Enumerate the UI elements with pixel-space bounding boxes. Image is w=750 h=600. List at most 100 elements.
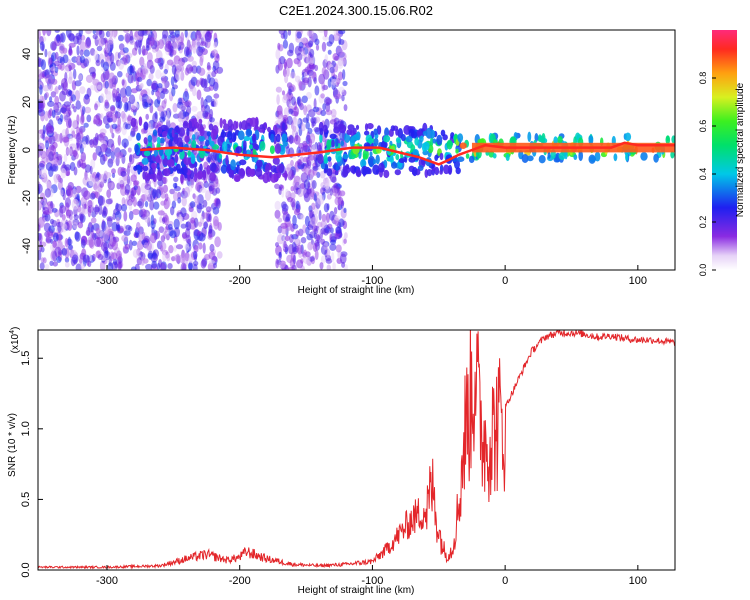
spectrogram-cell [42, 85, 50, 92]
spectrogram-cells [38, 30, 675, 270]
spectrogram-cell [64, 66, 70, 74]
colorbar-ticks: 0.0 0.2 0.4 0.6 0.8 [698, 72, 716, 276]
spectrogram-cell [184, 30, 188, 38]
spectrogram-cell [246, 168, 252, 175]
spectrogram-cell [121, 113, 127, 123]
spectrogram-cell [184, 186, 191, 198]
spectrogram-cell [349, 129, 355, 136]
spectrogram-cell [140, 208, 147, 218]
spectrogram-cell [58, 33, 64, 43]
spectrogram-cell [143, 242, 149, 249]
spectrogram-cell [160, 235, 166, 243]
spectrogram-cell [313, 98, 317, 110]
spectrogram-cell [323, 154, 328, 164]
spectrogram-cell [200, 41, 207, 47]
spectrogram-cell [93, 206, 101, 213]
spectrogram-cell [434, 154, 439, 161]
spectrogram-cell [191, 134, 196, 141]
spectrogram-cell [335, 151, 342, 163]
spectrogram-cell [183, 168, 188, 175]
spectrogram-cell [274, 183, 280, 189]
spectrogram-cell [557, 135, 563, 144]
spectrogram-cell [192, 263, 198, 270]
spectrogram-cell [306, 131, 311, 143]
spectrogram-cell [38, 200, 41, 211]
spectrogram-cell [281, 133, 288, 143]
spectrogram-cell [319, 262, 324, 270]
spectrogram-cell [313, 232, 317, 240]
spectrogram-cell [54, 51, 59, 60]
spectrogram-cell [54, 66, 59, 74]
spectrogram-cell [173, 176, 179, 182]
spectrogram-cell [51, 220, 57, 227]
spectrogram-cell [70, 94, 76, 102]
spectrogram-cell [191, 139, 197, 150]
spectrogram-cell [74, 80, 82, 87]
spectrogram-cell [342, 80, 348, 87]
spectrogram-cell [613, 153, 618, 162]
spectrogram-cell [285, 188, 289, 196]
spectrogram-cell [77, 221, 84, 229]
spectrogram-cell [96, 45, 103, 52]
spectrogram-cell [175, 244, 184, 250]
spectrogram-cell [300, 123, 306, 132]
spectrogram-cell [150, 214, 155, 226]
spectrogram-cell [198, 118, 203, 124]
spectrogram-cell [85, 37, 92, 49]
spectrogram-cell [364, 130, 370, 136]
spectrogram-cell [297, 96, 302, 107]
spectrogram-cell [373, 128, 379, 136]
spectrogram-cell [297, 159, 302, 166]
spectrogram-cell [272, 156, 280, 165]
spectrogram-cell [173, 218, 180, 230]
spectrogram-cell [317, 153, 324, 165]
snr-x-tick-label: 0 [502, 575, 508, 587]
spectrogram-cell [86, 226, 91, 237]
spectrogram-cell [71, 198, 80, 210]
spectrogram-cell [88, 177, 96, 187]
spectrogram-cell [284, 170, 288, 181]
spectrogram-cell [54, 86, 59, 95]
spectrogram-cell [88, 237, 95, 248]
spectrogram-cell [291, 96, 296, 106]
spectrogram-cell [187, 55, 194, 62]
spectrogram-cell [278, 30, 286, 35]
spectrogram-cell [192, 250, 198, 260]
spectrogram-cell [99, 30, 105, 39]
spectrogram-cell [38, 183, 43, 194]
spectrogram-cell [115, 202, 119, 210]
spectrogram-cell [40, 168, 47, 178]
spectrogram-cell [173, 126, 181, 135]
spectrogram-cell [328, 160, 332, 168]
spectrogram-cell [196, 46, 204, 57]
spectrogram-cell [284, 246, 288, 255]
spectrogram-cell [282, 39, 288, 49]
spectrogram-cell [398, 158, 406, 164]
spectrogram-cell [209, 162, 217, 172]
snr-x-tick-label: -200 [229, 575, 251, 587]
spectrogram-cell [390, 125, 396, 132]
spectrogram-y-tick-label: 20 [21, 96, 33, 108]
spectrogram-cell [51, 42, 57, 51]
spectrogram-cell [238, 168, 246, 179]
spectrogram-cell [78, 30, 83, 37]
spectrogram-cell [62, 136, 70, 143]
spectrogram-cell [78, 212, 85, 221]
spectrogram-cell [104, 80, 109, 89]
spectrogram-cell [378, 162, 385, 173]
spectrogram-cell [294, 135, 301, 145]
spectrogram-cell [317, 30, 325, 33]
spectrogram-cell [147, 252, 154, 259]
spectrogram-cell [145, 263, 153, 270]
spectrogram-cell [347, 124, 355, 131]
spectrogram-cell [302, 156, 309, 163]
spectrogram-cell [209, 117, 215, 123]
spectrogram-cell [281, 188, 285, 198]
spectrogram-cell [286, 66, 290, 77]
spectrogram-cell [330, 239, 337, 245]
spectrogram-cell [349, 136, 355, 148]
spectrogram-cell [325, 109, 333, 116]
spectrogram-cell [534, 133, 539, 142]
spectrogram-cell [199, 56, 204, 67]
spectrogram-cell [85, 134, 90, 145]
